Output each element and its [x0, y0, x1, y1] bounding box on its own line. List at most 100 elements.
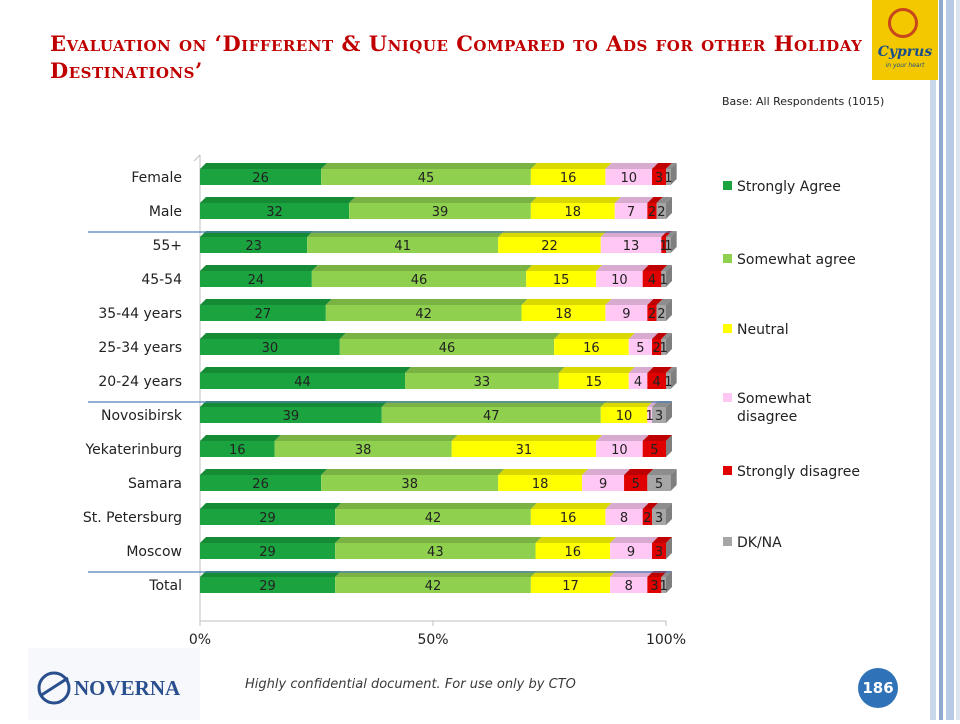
data-label: 1: [660, 273, 668, 288]
bar-segment-top: [642, 265, 668, 271]
bar-segment: [325, 305, 522, 321]
bar-segment-top: [582, 469, 631, 475]
bar-segment: [610, 577, 648, 593]
data-label: 2: [648, 307, 656, 322]
data-label: 44: [294, 375, 311, 390]
data-label: 5: [636, 341, 644, 356]
bar-segment-top: [652, 537, 672, 543]
bar-segment: [530, 203, 615, 219]
bar-segment: [596, 271, 643, 287]
data-label: 26: [252, 171, 269, 186]
sun-icon: [888, 8, 918, 38]
legend-swatch: [723, 254, 732, 263]
data-label: 38: [401, 477, 418, 492]
bar-segment: [652, 339, 662, 355]
data-label: 18: [532, 477, 549, 492]
data-label: 45: [418, 171, 435, 186]
bar-segment-top: [200, 537, 342, 543]
bar-segment-top: [605, 503, 649, 509]
bar-segment: [610, 543, 653, 559]
bar-segment: [647, 577, 662, 593]
bar-segment-top: [451, 435, 603, 441]
legend-swatch: [723, 466, 732, 475]
bar-segment-top: [647, 299, 663, 305]
bar-segment: [200, 577, 336, 593]
category-label: 35-44 years: [98, 306, 182, 322]
bar-segment: [614, 203, 648, 219]
bar-segment-top: [666, 367, 677, 373]
legend-swatch: [723, 393, 732, 402]
legend-item: Neutral: [723, 322, 789, 338]
bar-segment-top: [656, 299, 672, 305]
data-label: 1: [660, 579, 668, 594]
bar-segment-top: [335, 503, 537, 509]
bar-segment-top: [526, 265, 603, 271]
bar-end-cap: [670, 163, 677, 185]
legend-swatch: [723, 181, 732, 190]
bar-segment: [642, 271, 662, 287]
bar-segment-top: [339, 333, 561, 339]
category-label: St. Petersburg: [83, 510, 182, 526]
bar-segment-top: [656, 197, 672, 203]
bar-segment-top: [647, 469, 677, 475]
data-label: 33: [474, 375, 491, 390]
slide-side-decoration: [930, 0, 960, 720]
bar-segment: [596, 441, 643, 457]
bar-segment-top: [200, 503, 342, 509]
bar-segment: [656, 203, 666, 219]
bar-end-cap: [666, 537, 672, 559]
bar-segment: [628, 339, 653, 355]
bar-end-cap: [666, 265, 672, 287]
bar-end-cap: [666, 197, 672, 219]
data-label: 1: [664, 171, 672, 186]
data-label: 47: [483, 409, 500, 424]
data-label: 43: [427, 545, 444, 560]
data-label: 10: [616, 409, 633, 424]
bar-segment-top: [666, 163, 677, 169]
bar-segment: [498, 475, 583, 491]
bar-segment: [349, 203, 531, 219]
noverna-logo: NOVERNA: [28, 648, 200, 720]
bar-segment-top: [628, 367, 654, 373]
bar-segment-top: [200, 197, 356, 203]
bar-segment-top: [652, 333, 668, 339]
data-label: 1: [660, 239, 668, 254]
data-label: 2: [657, 307, 665, 322]
bar-segment-top: [605, 299, 654, 305]
bar-segment-top: [200, 367, 412, 373]
bar-segment-top: [647, 367, 672, 373]
bar-end-cap: [666, 401, 672, 423]
cyprus-logo-word: Cyprus: [877, 44, 933, 60]
bar-segment: [647, 475, 671, 491]
bar-segment: [605, 509, 643, 525]
bar-row: St. Petersburg 29 42 16 8 2 3: [83, 503, 672, 526]
data-label: 16: [560, 511, 577, 526]
bar-segment: [652, 169, 666, 185]
data-label: 1: [660, 341, 668, 356]
data-label: 10: [620, 171, 637, 186]
category-label: Novosibirsk: [101, 408, 183, 424]
bar-segment: [582, 475, 625, 491]
data-label: 4: [634, 375, 642, 390]
bar-row: 20-24 years 44 33 15 4 4 1: [98, 367, 677, 390]
bar-segment: [405, 373, 559, 389]
bar-segment: [554, 339, 629, 355]
bar-segment-top: [647, 197, 663, 203]
data-label: 30: [262, 341, 279, 356]
bar-segment-top: [624, 469, 654, 475]
bar-segment-top: [274, 435, 458, 441]
bar-segment-top: [200, 163, 328, 169]
legend-label: Strongly disagree: [737, 464, 860, 480]
legend-item: Somewhat disagree: [723, 391, 812, 425]
data-label: 8: [625, 579, 633, 594]
bar-segment-top: [652, 163, 672, 169]
bar-segment: [661, 271, 666, 287]
bar-segment: [335, 509, 531, 525]
bar-segment: [628, 373, 648, 389]
category-label: Samara: [128, 476, 182, 492]
data-label: 32: [266, 205, 283, 220]
bar-segment-top: [349, 197, 537, 203]
x-tick-label: 0%: [189, 632, 211, 648]
data-label: 4: [648, 273, 656, 288]
data-label: 3: [655, 409, 663, 424]
